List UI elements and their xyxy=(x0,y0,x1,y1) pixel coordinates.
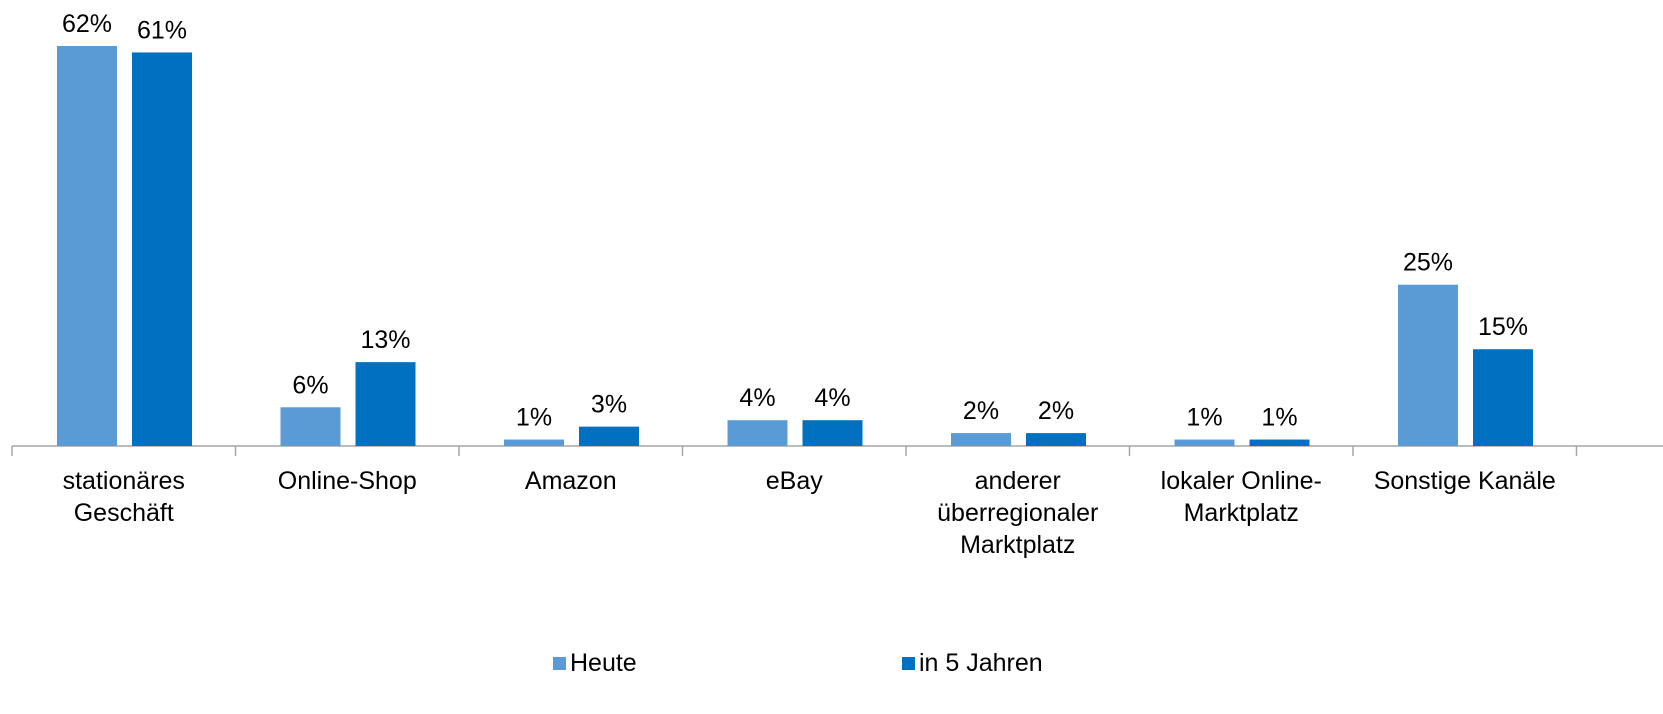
bar-in-5-jahren xyxy=(1249,439,1310,446)
legend-label-in-5-jahren: in 5 Jahren xyxy=(919,649,1043,677)
data-label: 13% xyxy=(360,326,410,354)
category-label: Sonstige Kanäle xyxy=(1373,467,1556,495)
bar-in-5-jahren xyxy=(1473,349,1533,446)
legend-item-heute: Heute xyxy=(553,648,637,678)
data-label: 2% xyxy=(963,397,999,425)
bar-heute xyxy=(57,46,117,446)
bar-in-5-jahren xyxy=(802,420,863,446)
data-label: 1% xyxy=(1261,404,1297,432)
data-label: 4% xyxy=(739,384,775,412)
data-label: 4% xyxy=(814,384,850,412)
legend-swatch-heute xyxy=(553,656,566,670)
category-label: anderer überregionaler Marktplatz xyxy=(937,467,1099,559)
category-label: lokaler Online- Marktplatz xyxy=(1160,467,1322,527)
category-label: eBay xyxy=(765,467,823,495)
category-label: Online-Shop xyxy=(277,467,417,495)
bar-heute xyxy=(951,433,1011,446)
data-label: 15% xyxy=(1478,313,1528,341)
bar-in-5-jahren xyxy=(579,426,639,446)
bar-heute xyxy=(1398,284,1458,446)
data-label: 6% xyxy=(292,371,328,399)
data-label: 3% xyxy=(591,391,627,419)
legend-label-heute: Heute xyxy=(570,649,637,677)
bar-heute xyxy=(280,407,341,446)
data-label: 1% xyxy=(516,404,552,432)
data-label: 61% xyxy=(137,16,187,44)
bar-heute xyxy=(1174,439,1235,446)
bar-in-5-jahren xyxy=(355,362,416,446)
bar-heute xyxy=(727,420,788,446)
category-label: Amazon xyxy=(524,467,617,495)
legend-item-in-5-jahren: in 5 Jahren xyxy=(902,648,1043,678)
category-label: stationäres Geschäft xyxy=(62,467,185,527)
data-label: 2% xyxy=(1038,397,1074,425)
bar-heute xyxy=(504,439,564,446)
bar-in-5-jahren xyxy=(1026,433,1086,446)
legend-swatch-in-5-jahren xyxy=(902,656,915,670)
data-label: 1% xyxy=(1186,404,1222,432)
bar-in-5-jahren xyxy=(132,52,192,447)
data-label: 62% xyxy=(62,10,112,38)
data-label: 25% xyxy=(1403,249,1453,277)
